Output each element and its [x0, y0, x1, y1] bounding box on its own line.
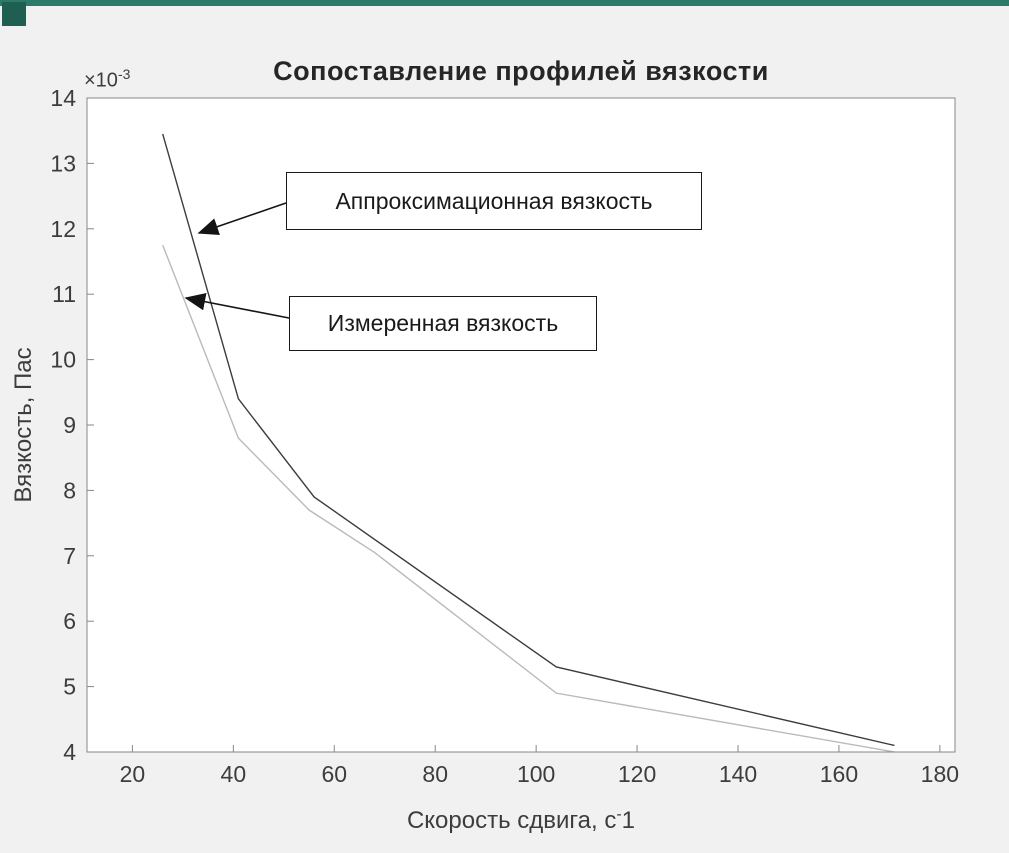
- y-tick-label: 9: [63, 412, 76, 438]
- x-tick-label: 100: [517, 761, 555, 787]
- annotation-box-approximation: Аппроксимационная вязкость: [286, 172, 702, 230]
- y-tick-label: 4: [63, 739, 76, 765]
- x-tick-label: 20: [120, 761, 146, 787]
- x-axis-label-sup: -: [616, 806, 622, 823]
- x-axis-label-tail: 1: [621, 807, 636, 834]
- y-tick-label: 7: [63, 543, 76, 569]
- y-tick-label: 5: [63, 674, 76, 700]
- x-tick-label: 140: [719, 761, 757, 787]
- chart-title: Сопоставление профилей вязкости: [273, 56, 769, 86]
- x-tick-label: 120: [618, 761, 656, 787]
- x-tick-label: 80: [422, 761, 448, 787]
- x-tick-label: 40: [221, 761, 247, 787]
- x-axis-label: Скорость сдвига, с-1: [87, 806, 955, 835]
- series-line-measured: [162, 244, 895, 753]
- annotation-arrow-measured: [184, 293, 290, 319]
- series-line-approximation: [162, 133, 895, 747]
- x-axis-label-text: Скорость сдвига, с: [406, 807, 617, 834]
- y-axis-exponent-label: ×10-3: [84, 66, 130, 93]
- annotation-arrows: [184, 202, 290, 319]
- y-axis-exponent-power: -3: [117, 66, 131, 82]
- window-accent-bar: [0, 0, 1009, 6]
- x-tick-label: 160: [820, 761, 858, 787]
- y-tick-label: 10: [50, 347, 76, 373]
- y-axis-exponent-base: ×10: [84, 69, 118, 92]
- y-tick-label: 14: [50, 85, 76, 111]
- y-tick-label: 11: [52, 281, 76, 307]
- annotation-box-measured: Измеренная вязкость: [289, 296, 597, 351]
- window-accent-square: [2, 2, 26, 26]
- x-tick-label: 60: [321, 761, 347, 787]
- y-axis-label: Вязкость, Пас: [10, 347, 37, 503]
- axes-box: [86, 97, 956, 753]
- y-tick-label: 6: [63, 608, 76, 634]
- annotation-label-measured: Измеренная вязкость: [327, 310, 559, 336]
- annotation-label-approximation: Аппроксимационная вязкость: [335, 187, 653, 214]
- y-tick-label: 12: [50, 216, 76, 242]
- x-tick-label: 180: [921, 761, 959, 787]
- y-tick-label: 8: [63, 477, 76, 503]
- annotation-arrow-approximation: [197, 202, 287, 236]
- y-tick-label: 13: [50, 150, 76, 176]
